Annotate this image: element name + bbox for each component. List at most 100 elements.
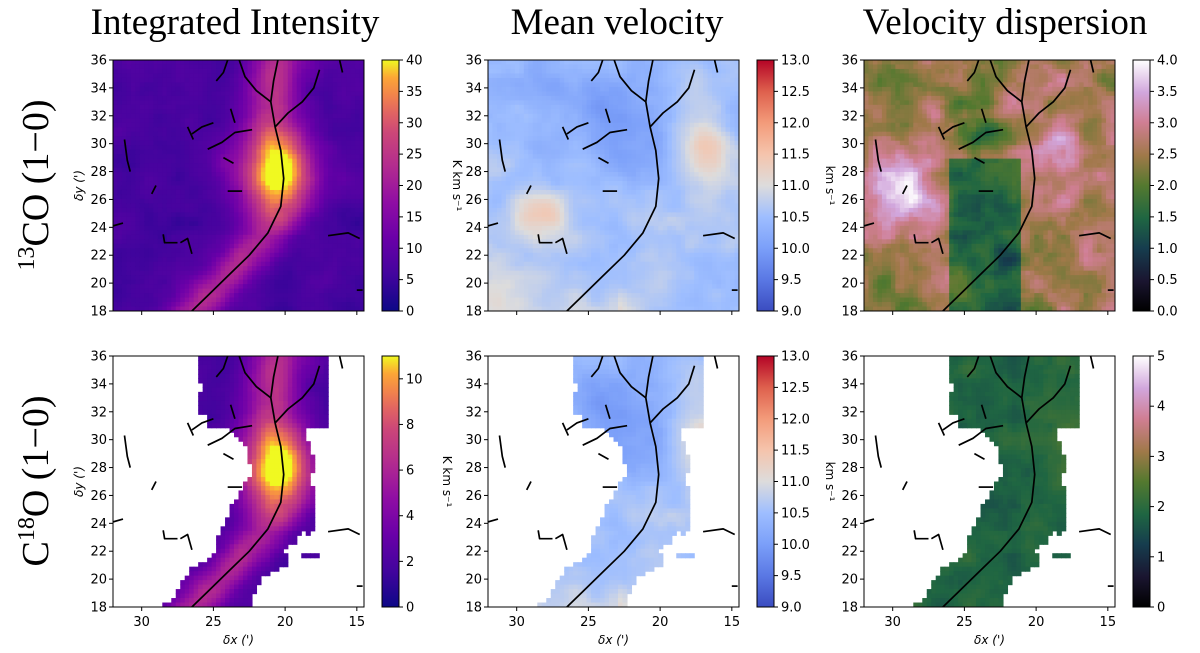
filament-2 [989, 60, 1023, 103]
filament-16 [702, 528, 736, 536]
colorbar-tick-label-0: 0 [1157, 601, 1165, 616]
colorbar-tick-label-4: 4 [406, 509, 414, 524]
y-tick-label-36: 36 [841, 54, 858, 69]
y-tick-label-24: 24 [90, 221, 107, 236]
y-tick-label-18: 18 [841, 305, 858, 320]
x-tick-label-20: 20 [652, 615, 669, 630]
filament-7 [942, 121, 965, 135]
colorbar-tick-label-12.5: 12.5 [781, 381, 810, 396]
y-tick-label-30: 30 [90, 433, 107, 448]
y-tick-label-28: 28 [465, 461, 482, 476]
colorbar-tick-label-11.0: 11.0 [781, 179, 810, 194]
colorbar-tick-label-13.0: 13.0 [781, 54, 810, 69]
axes-frame [487, 59, 740, 312]
y-tick-label-26: 26 [841, 489, 858, 504]
heatmap-image [113, 356, 364, 607]
x-tick-label-15: 15 [1100, 615, 1117, 630]
filament-5 [207, 128, 253, 150]
filament-6 [980, 404, 987, 420]
colorbar: 0 2 4 6 8 10 K km s⁻¹ [381, 355, 454, 616]
filament-7 [566, 121, 589, 135]
y-tick-label-18: 18 [90, 305, 107, 320]
colorbar-tick-label-40: 40 [406, 54, 423, 69]
filament-14 [162, 530, 178, 540]
y-tick-label-30: 30 [465, 137, 482, 152]
colorbar-gradient [1132, 59, 1151, 312]
y-axis-label: δy (') [72, 170, 86, 201]
y-tick-label-28: 28 [90, 461, 107, 476]
y-tick-label-24: 24 [90, 517, 107, 532]
filament-10 [901, 185, 908, 195]
colorbar-tick-label-2: 2 [406, 555, 414, 570]
filament-4 [338, 60, 344, 73]
colorbar: 0.00.51.01.52.02.53.03.54.0km s⁻¹ [1132, 54, 1200, 320]
y-tick-label-22: 22 [841, 249, 858, 264]
y-tick-label-32: 32 [465, 405, 482, 420]
filament-3 [590, 356, 604, 378]
filament-0 [566, 356, 660, 607]
colorbar-tick-label-1: 1 [1157, 550, 1165, 565]
colorbar-tick-label-10.0: 10.0 [781, 538, 810, 553]
column-title-mean-velocity: Mean velocity [511, 2, 724, 43]
y-tick-label-26: 26 [90, 489, 107, 504]
filament-1 [1025, 69, 1072, 128]
colorbar-tick-label-3.5: 3.5 [1157, 85, 1178, 100]
y-axis-label: δy (') [72, 466, 86, 497]
colorbar-tick-label-11.5: 11.5 [781, 444, 810, 459]
colorbar-tick-label-2: 2 [1157, 500, 1165, 515]
y-tick-label-20: 20 [841, 277, 858, 292]
colorbar-tick-label-5: 5 [406, 273, 414, 288]
y-tick-label-32: 32 [841, 405, 858, 420]
filament-15 [930, 237, 944, 255]
filament-4 [713, 60, 719, 73]
filament-5 [958, 128, 1004, 150]
y-tick-label-28: 28 [465, 165, 482, 180]
y-tick-label-28: 28 [841, 165, 858, 180]
filament-2 [613, 60, 647, 103]
colorbar-tick-label-9.5: 9.5 [781, 569, 802, 584]
y-tick-label-30: 30 [90, 137, 107, 152]
filament-3 [215, 356, 229, 378]
colorbar-tick-label-25: 25 [406, 148, 423, 163]
y-tick-label-34: 34 [841, 81, 858, 96]
filament-11 [222, 452, 234, 460]
filament-7 [566, 417, 589, 431]
filament-4 [1089, 60, 1095, 73]
filament-3 [966, 356, 980, 378]
colorbar-tick-label-1.0: 1.0 [1157, 242, 1178, 257]
column-title-velocity-dispersion: Velocity dispersion [863, 2, 1148, 43]
filament-10 [150, 185, 157, 195]
filament-5 [582, 424, 628, 446]
y-tick-label-28: 28 [841, 461, 858, 476]
panel-0-2: 18 20 22 24 26 28 30 32 34 36 0.0 0.5 1.0 1.5 2.0 2.5 3.… [841, 54, 1200, 320]
y-tick-label-30: 30 [841, 433, 858, 448]
filament-0 [942, 356, 1036, 607]
y-tick-label-18: 18 [465, 305, 482, 320]
colorbar-tick-label-9.0: 9.0 [781, 601, 802, 616]
x-tick-label-30: 30 [133, 615, 150, 630]
y-tick-label-34: 34 [90, 81, 107, 96]
filament-8 [186, 126, 195, 140]
heatmap-image [113, 60, 364, 311]
filament-4 [338, 356, 344, 369]
filament-2 [238, 356, 272, 399]
y-tick-label-36: 36 [465, 350, 482, 365]
colorbar-gradient [756, 355, 775, 608]
y-tick-label-18: 18 [841, 601, 858, 616]
row-label-13co: 13CO (1−0) [14, 99, 57, 270]
y-tick-label-36: 36 [90, 350, 107, 365]
filament-9 [874, 139, 883, 172]
filament-9 [123, 139, 132, 172]
filament-13 [488, 222, 499, 227]
filament-6 [229, 108, 236, 124]
filament-4 [1089, 356, 1095, 369]
y-tick-label-24: 24 [841, 517, 858, 532]
filament-9 [498, 139, 507, 172]
axes-frame [487, 355, 740, 608]
heatmap-image [488, 60, 739, 311]
x-tick-label-15: 15 [724, 615, 741, 630]
y-tick-label-20: 20 [841, 573, 858, 588]
filament-7 [942, 417, 965, 431]
filament-16 [1078, 232, 1112, 240]
